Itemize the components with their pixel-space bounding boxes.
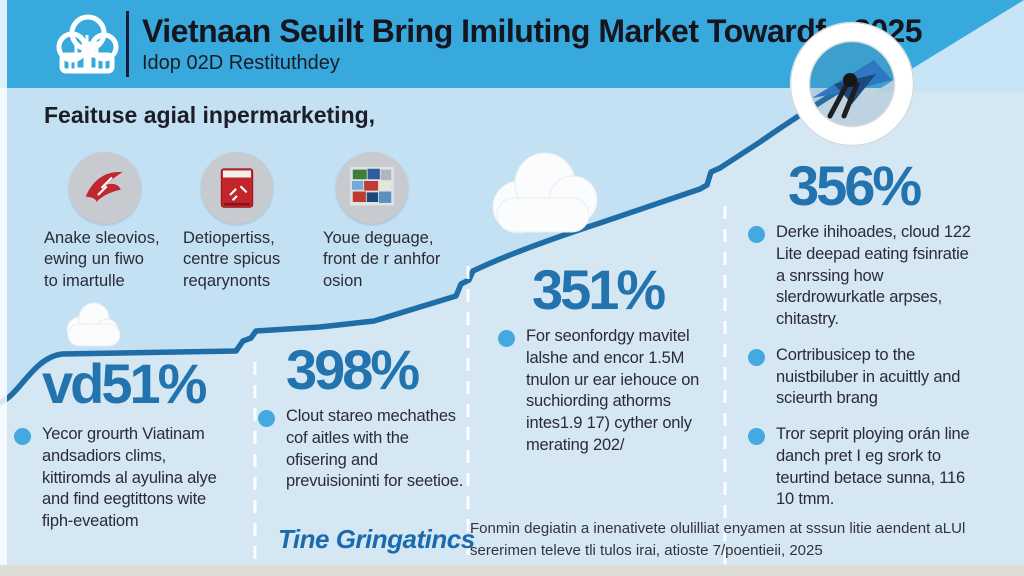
feature-label-3: Youe deguage, front de r anhfor osion	[323, 229, 441, 290]
stat-block-356: 356% Derke ihihoades, cloud 122 Lite dee…	[748, 158, 994, 525]
stat-text: Derke ihihoades, cloud 122 Lite deepad e…	[776, 223, 971, 329]
feature-item-1	[69, 152, 141, 224]
stat-value: 351%	[532, 258, 666, 321]
mailbox-icon	[220, 168, 254, 208]
feature-item-2	[201, 152, 273, 224]
cloud-large	[492, 152, 598, 234]
bullet-dot-icon	[748, 428, 765, 446]
cloud-city-logo-icon	[56, 14, 119, 74]
page-title: Vietnaan Seuilt Bring Imiluting Market T…	[142, 13, 923, 49]
feature-label-1: Anake sleovios, ewing un fiwo to imartul…	[44, 229, 160, 290]
stat-bullet-row: Cortribusicep to the nuistbiluber in acu…	[748, 345, 994, 410]
bullet-dot-icon	[14, 428, 31, 445]
cloud-small	[66, 302, 121, 347]
stat-block-51: vd51% Yecor grourth Viatinam andsadiors …	[14, 356, 246, 547]
stat-value: 398%	[286, 338, 420, 401]
bullet-dot-icon	[258, 410, 275, 427]
left-edge-strip	[0, 0, 7, 576]
feature-label-2: Detiopertiss, centre spicus reqarynonts	[183, 229, 281, 290]
stat-bullet-row: Yecor grourth Viatinam andsadiors clims,…	[14, 424, 246, 533]
stat-text: Yecor grourth Viatinam andsadiors clims,…	[42, 425, 217, 531]
stat-text: For seonfordgy mavitel lalshe and encor …	[526, 327, 700, 454]
footer-note-line-2: sererimen televe tli tulos irai, atioste…	[470, 541, 823, 559]
brand-logo-text: Tine Gringatincs	[278, 524, 475, 554]
stat-block-351: 351% For seonfordgy mavitel lalshe and e…	[498, 262, 724, 471]
stat-text: Tror seprit ploying orán line danch pret…	[776, 425, 970, 509]
bottom-edge-strip	[0, 565, 1024, 576]
bullet-dot-icon	[748, 226, 765, 243]
feature-item-3	[336, 152, 408, 224]
bird-icon	[85, 172, 123, 202]
ring-paper-plane-icon	[789, 21, 915, 147]
stat-text: Clout stareo mechathes cof aitles with t…	[286, 407, 464, 491]
header-divider	[126, 11, 129, 77]
stat-bullet-row: Derke ihihoades, cloud 122 Lite deepad e…	[748, 222, 994, 331]
stat-value: 356%	[788, 154, 922, 217]
bullet-dot-icon	[748, 348, 765, 366]
stat-text: Cortribusicep to the nuistbiluber in acu…	[776, 345, 961, 408]
bullet-dot-icon	[498, 330, 515, 347]
features-heading: Feaituse agial inpermarketing,	[44, 102, 376, 128]
stat-bullet-row: Tror seprit ploying orán line danch pret…	[748, 424, 994, 511]
footer-note: Fonmin degiatin a inenativete olulilliat…	[470, 518, 965, 562]
stat-bullet-row: Clout stareo mechathes cof aitles with t…	[258, 406, 470, 493]
stat-block-398: 398% Clout stareo mechathes cof aitles w…	[258, 342, 470, 507]
stat-bullet-row: For seonfordgy mavitel lalshe and encor …	[498, 326, 724, 457]
photo-collage-icon	[350, 167, 394, 206]
footer-note-line-1: Fonmin degiatin a inenativete olulilliat…	[470, 520, 966, 537]
dashed-dividers	[253, 206, 727, 564]
stat-value: vd51%	[42, 352, 207, 415]
page-subtitle: Idop 02D Restituthdey	[142, 52, 340, 74]
